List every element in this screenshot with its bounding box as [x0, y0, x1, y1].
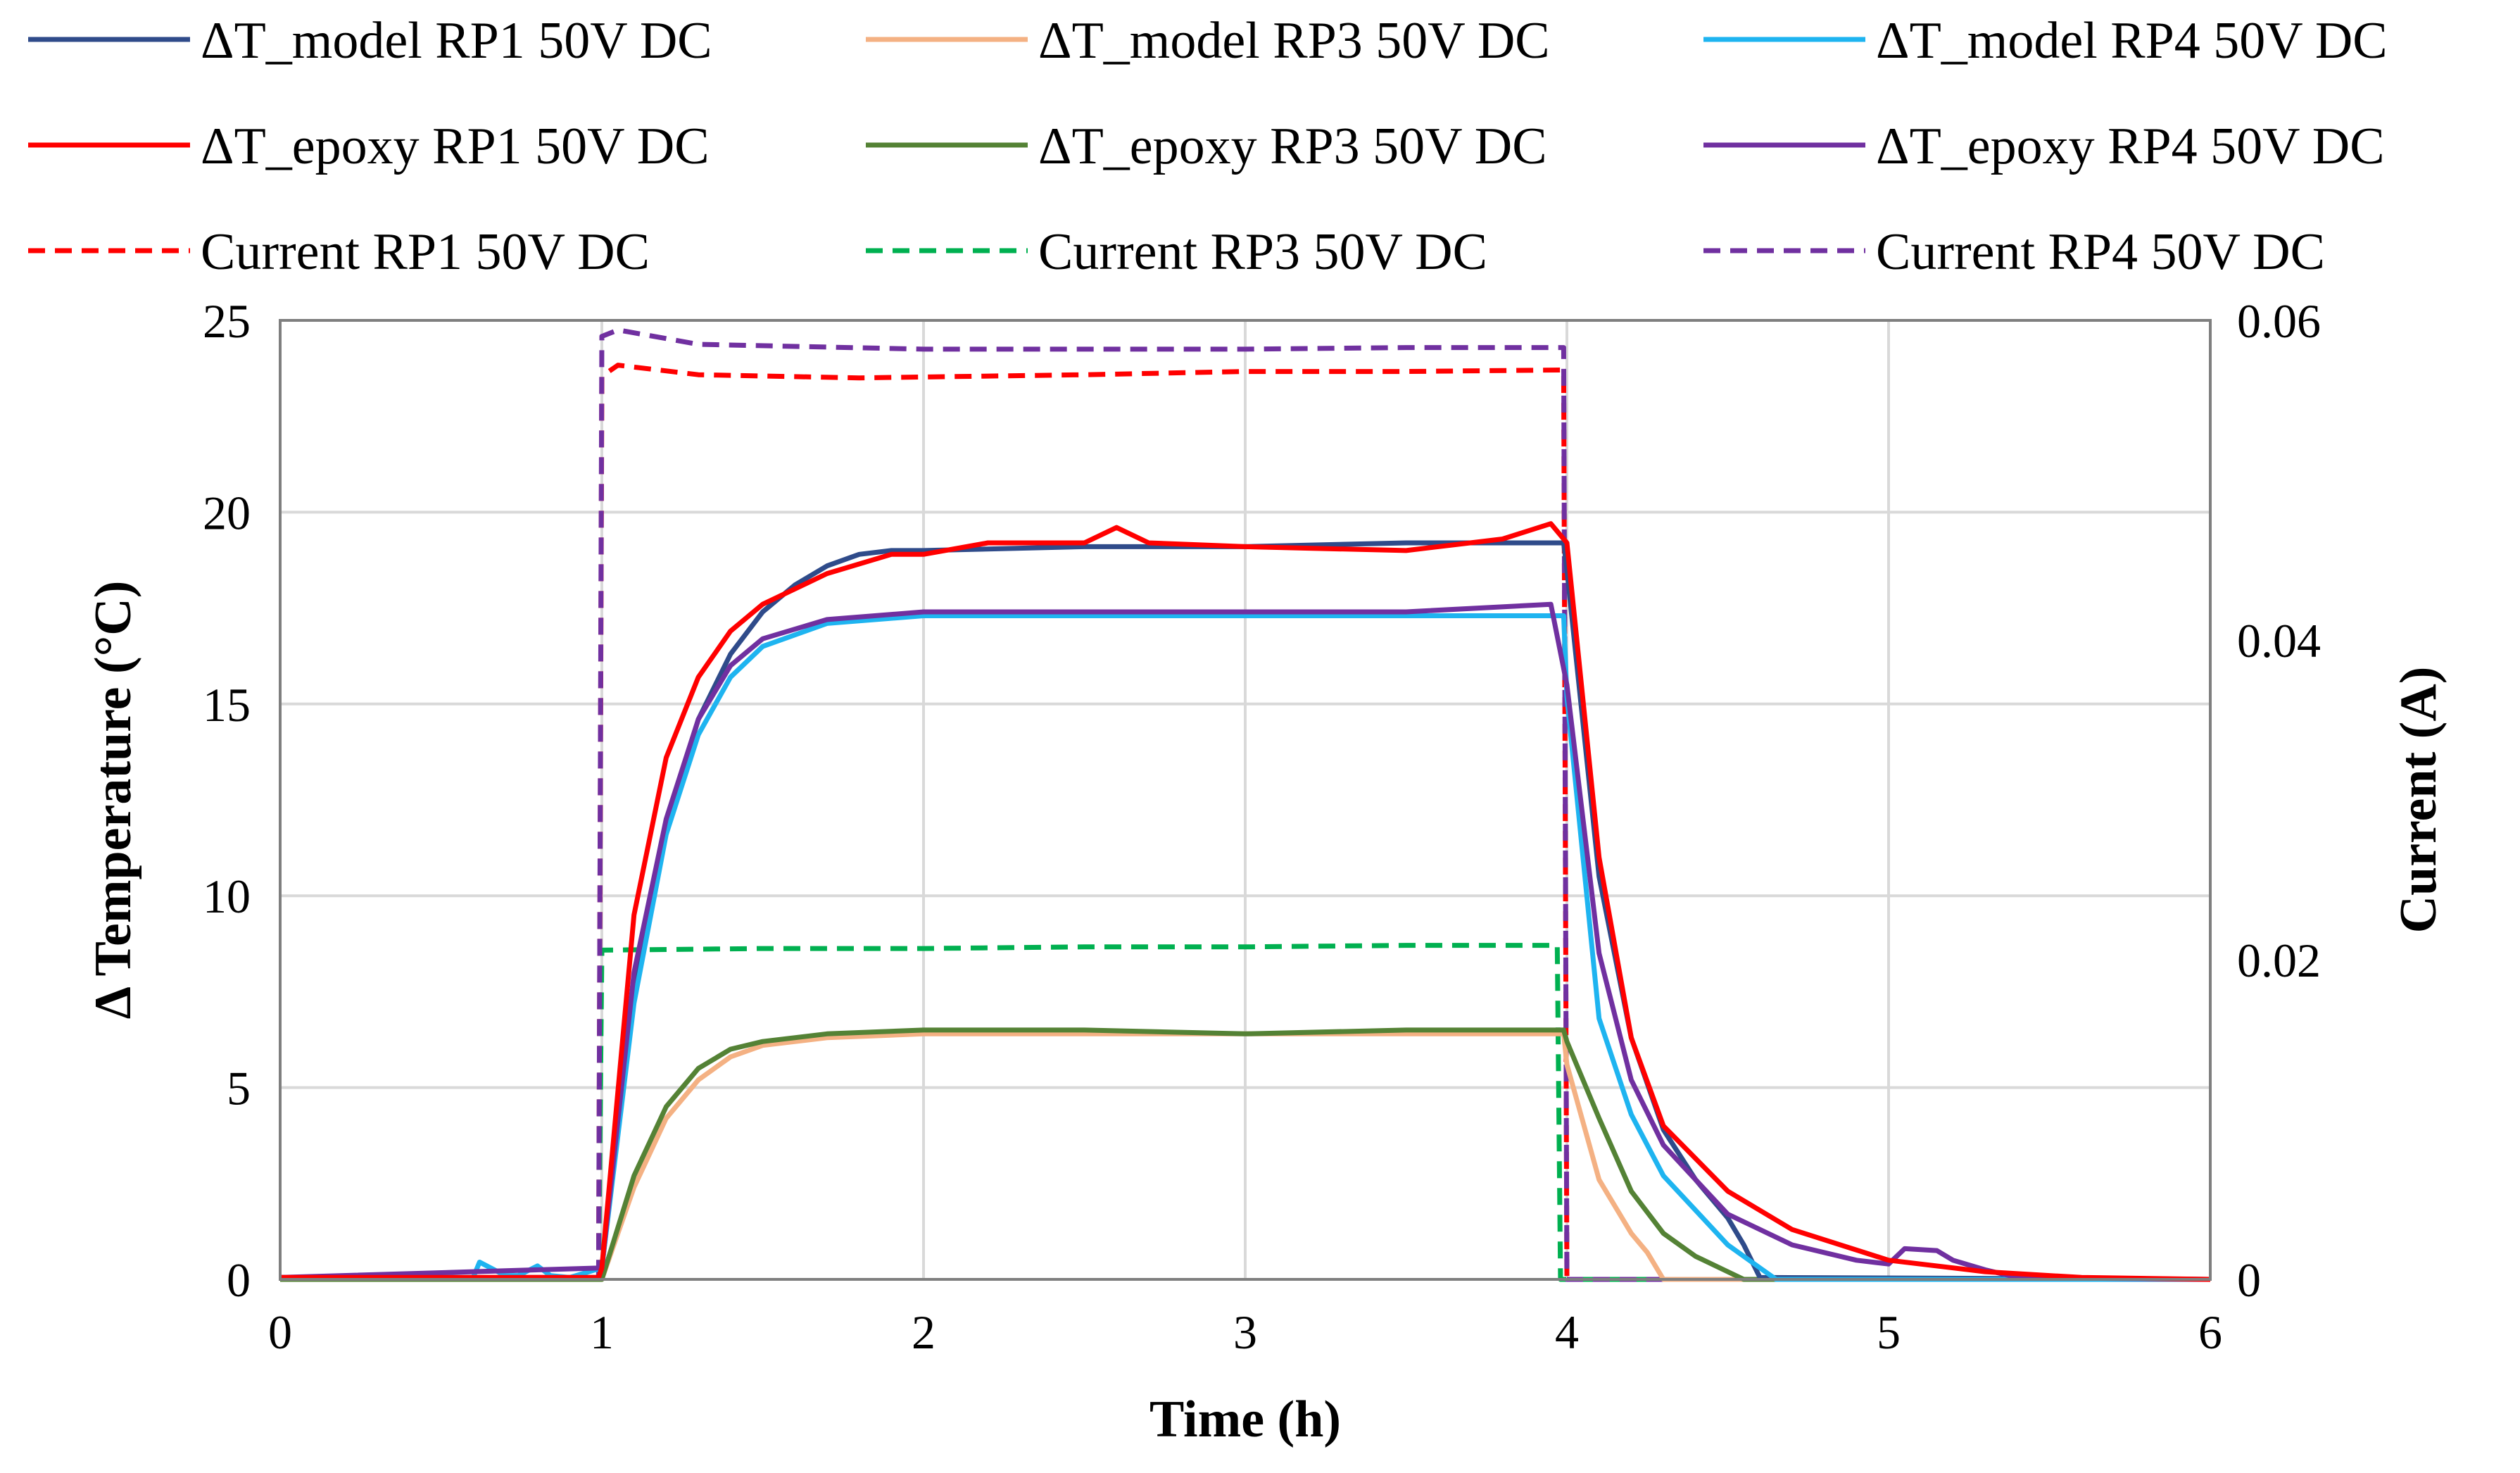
- legend-item: ΔT_epoxy RP4 50V DC: [1703, 118, 2385, 175]
- x-tick-label: 3: [1233, 1305, 1257, 1359]
- chart-plot-lines: [279, 327, 2211, 1282]
- legend-item: ΔT_model RP4 50V DC: [1703, 12, 2388, 70]
- y2-tick-label: 0.06: [2237, 294, 2321, 348]
- legend-label: Current RP3 50V DC: [1038, 223, 1487, 281]
- legend-label: ΔT_model RP1 50V DC: [201, 12, 712, 70]
- series-line-delta-t-model-rp3-50v-dc: [280, 1031, 2210, 1282]
- chart-legend: ΔT_model RP1 50V DC ΔT_model RP3 50V DC ΔT…: [28, 12, 2388, 281]
- x-tick-label: 4: [1555, 1305, 1579, 1359]
- x-axis-title: Time (h): [1149, 1391, 1341, 1448]
- x-tick-label: 1: [590, 1305, 614, 1359]
- y2-tick-label: 0.04: [2237, 614, 2321, 667]
- legend-item: Current RP3 50V DC: [866, 223, 1487, 281]
- x-tick-label: 2: [912, 1305, 935, 1359]
- y-tick-label: 0: [227, 1253, 251, 1307]
- y2-tick-label: 0: [2237, 1253, 2261, 1307]
- series-line-delta-t-epoxy-rp4-50v-dc: [279, 601, 2211, 1282]
- y2-tick-label: 0.02: [2237, 934, 2321, 987]
- legend-item: ΔT_model RP1 50V DC: [28, 12, 712, 70]
- y-tick-label: 25: [203, 294, 251, 348]
- legend-label: ΔT_epoxy RP4 50V DC: [1876, 118, 2385, 175]
- x-tick-label: 0: [268, 1305, 292, 1359]
- y-tick-label: 5: [227, 1062, 251, 1115]
- y-axis-title: Δ Temperature (°C): [84, 581, 142, 1020]
- series-line-delta-t-epoxy-rp3-50v-dc: [280, 1027, 2210, 1282]
- y-tick-label: 15: [203, 678, 251, 732]
- legend-label: Current RP1 50V DC: [201, 223, 650, 281]
- legend-item: Current RP1 50V DC: [28, 223, 650, 281]
- legend-label: ΔT_model RP3 50V DC: [1038, 12, 1550, 70]
- legend-item: Current RP4 50V DC: [1703, 223, 2325, 281]
- y-tick-label: 10: [203, 870, 251, 923]
- chart-gridlines: [280, 319, 2210, 1279]
- legend-label: Current RP4 50V DC: [1876, 223, 2325, 281]
- x-tick-label: 5: [1877, 1305, 1901, 1359]
- series-line-delta-t-epoxy-rp1-50v-dc: [280, 521, 2211, 1282]
- plot-area-frame: [279, 319, 2212, 1281]
- legend-item: ΔT_epoxy RP1 50V DC: [28, 118, 710, 175]
- series-line-current-rp4-50v-dc: [280, 327, 2210, 1282]
- legend-item: ΔT_model RP3 50V DC: [866, 12, 1550, 70]
- legend-label: ΔT_epoxy RP1 50V DC: [201, 118, 710, 175]
- y2-axis-title: Current (A): [2390, 667, 2447, 934]
- legend-label: ΔT_model RP4 50V DC: [1876, 12, 2388, 70]
- legend-item: ΔT_epoxy RP3 50V DC: [866, 118, 1547, 175]
- legend-label: ΔT_epoxy RP3 50V DC: [1038, 118, 1547, 175]
- y-tick-label: 20: [203, 486, 251, 539]
- x-tick-label: 6: [2198, 1305, 2222, 1359]
